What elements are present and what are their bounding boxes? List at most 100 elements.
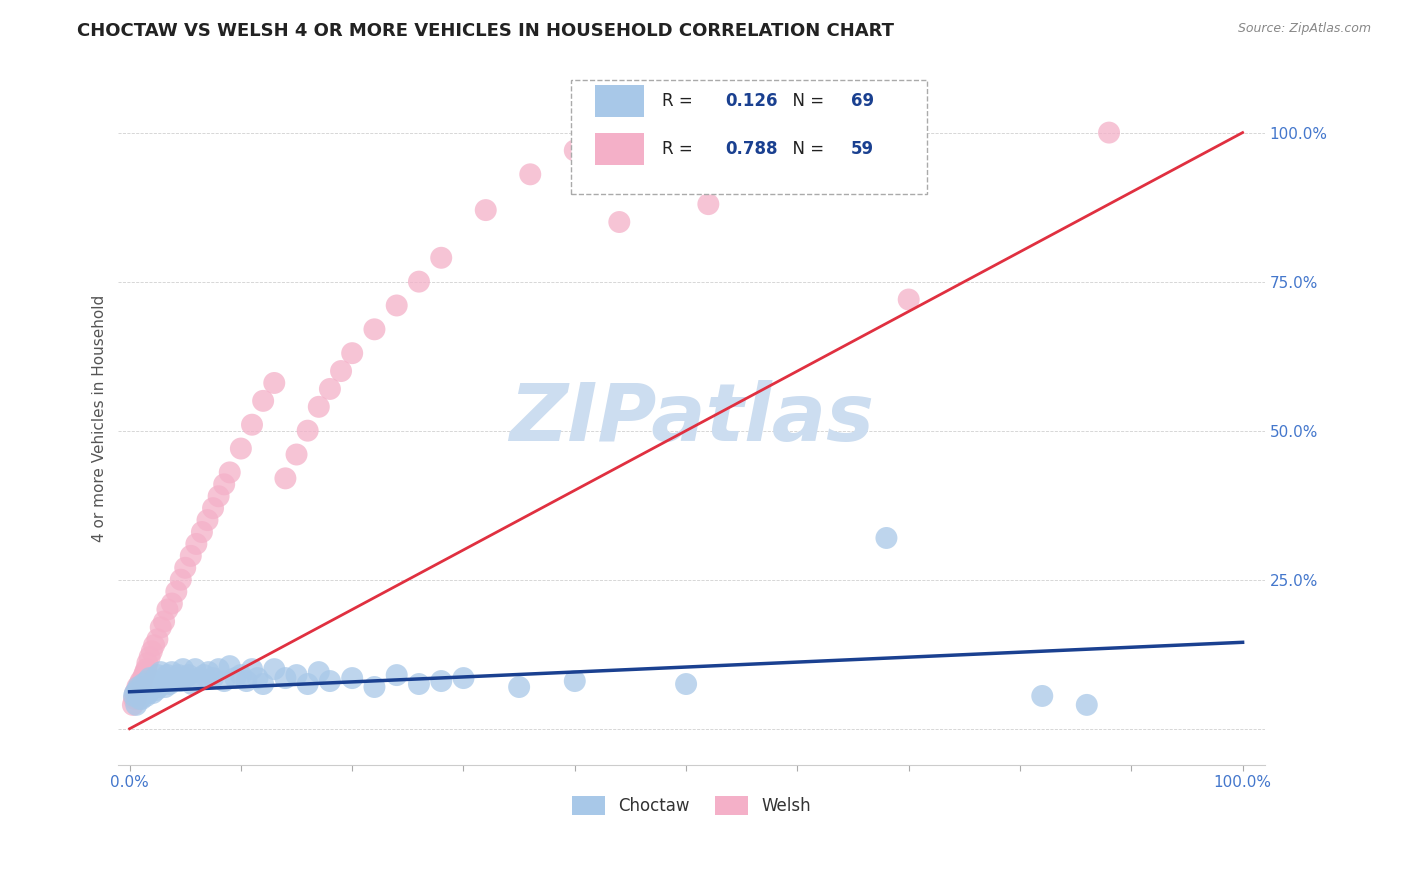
Point	[1076, 698, 1098, 712]
Text: 0.788: 0.788	[725, 140, 778, 158]
FancyBboxPatch shape	[571, 80, 927, 194]
Point	[145, 683, 167, 698]
Point	[122, 698, 145, 712]
Point	[160, 665, 183, 679]
Point	[385, 298, 408, 312]
Point	[319, 382, 342, 396]
Text: Source: ZipAtlas.com: Source: ZipAtlas.com	[1237, 22, 1371, 36]
Point	[240, 417, 263, 432]
Y-axis label: 4 or more Vehicles in Household: 4 or more Vehicles in Household	[93, 295, 107, 542]
Point	[127, 680, 149, 694]
Point	[134, 665, 156, 679]
Point	[197, 513, 219, 527]
Point	[135, 662, 157, 676]
Text: ZIPatlas: ZIPatlas	[509, 380, 875, 458]
Point	[297, 677, 319, 691]
Point	[136, 656, 159, 670]
Point	[897, 293, 920, 307]
Point	[127, 683, 149, 698]
Point	[385, 668, 408, 682]
Point	[125, 698, 148, 712]
Text: N =: N =	[782, 140, 830, 158]
Point	[138, 686, 160, 700]
Point	[138, 671, 160, 685]
Point	[156, 668, 179, 682]
Point	[165, 584, 187, 599]
Point	[132, 683, 155, 698]
Point	[152, 677, 174, 691]
Legend: Choctaw, Welsh: Choctaw, Welsh	[572, 796, 811, 815]
Point	[127, 680, 149, 694]
Point	[263, 376, 285, 390]
Point	[128, 677, 150, 691]
Point	[170, 573, 193, 587]
Text: 59: 59	[851, 140, 875, 158]
Point	[408, 275, 430, 289]
Point	[132, 668, 155, 682]
Point	[122, 689, 145, 703]
Point	[430, 674, 453, 689]
Point	[174, 561, 197, 575]
Point	[842, 126, 865, 140]
Point	[252, 677, 274, 691]
Text: N =: N =	[782, 92, 830, 110]
Point	[202, 501, 225, 516]
Point	[177, 668, 200, 682]
Point	[135, 689, 157, 703]
Point	[408, 677, 430, 691]
Point	[146, 668, 169, 682]
Point	[212, 674, 235, 689]
Point	[652, 167, 675, 181]
Point	[134, 680, 156, 694]
Point	[218, 466, 240, 480]
Text: 69: 69	[851, 92, 875, 110]
Point	[252, 393, 274, 408]
Point	[129, 686, 152, 700]
FancyBboxPatch shape	[595, 133, 644, 165]
Point	[274, 471, 297, 485]
Point	[675, 677, 697, 691]
Point	[174, 671, 197, 685]
Point	[474, 203, 496, 218]
Point	[191, 524, 214, 539]
Point	[136, 674, 159, 689]
Point	[285, 668, 308, 682]
Point	[122, 692, 145, 706]
Point	[340, 671, 363, 685]
Point	[308, 665, 330, 679]
Point	[188, 671, 211, 685]
Point	[153, 674, 176, 689]
Point	[697, 197, 720, 211]
Point	[165, 671, 187, 685]
Point	[160, 597, 183, 611]
Point	[153, 615, 176, 629]
Point	[453, 671, 475, 685]
Text: R =: R =	[662, 92, 697, 110]
Point	[229, 668, 252, 682]
Point	[212, 477, 235, 491]
Point	[124, 686, 146, 700]
Point	[143, 674, 166, 689]
Point	[229, 442, 252, 456]
Point	[285, 448, 308, 462]
Point	[564, 674, 586, 689]
Point	[184, 662, 207, 676]
FancyBboxPatch shape	[595, 85, 644, 117]
Point	[875, 531, 897, 545]
Point	[564, 144, 586, 158]
Point	[142, 686, 165, 700]
Point	[263, 662, 285, 676]
Point	[148, 680, 170, 694]
Point	[132, 677, 155, 691]
Point	[149, 620, 172, 634]
Point	[163, 674, 186, 689]
Point	[297, 424, 319, 438]
Point	[186, 537, 208, 551]
Point	[741, 155, 763, 169]
Text: R =: R =	[662, 140, 697, 158]
Point	[308, 400, 330, 414]
Point	[172, 662, 194, 676]
Point	[139, 683, 162, 698]
Point	[519, 167, 541, 181]
Point	[131, 692, 153, 706]
